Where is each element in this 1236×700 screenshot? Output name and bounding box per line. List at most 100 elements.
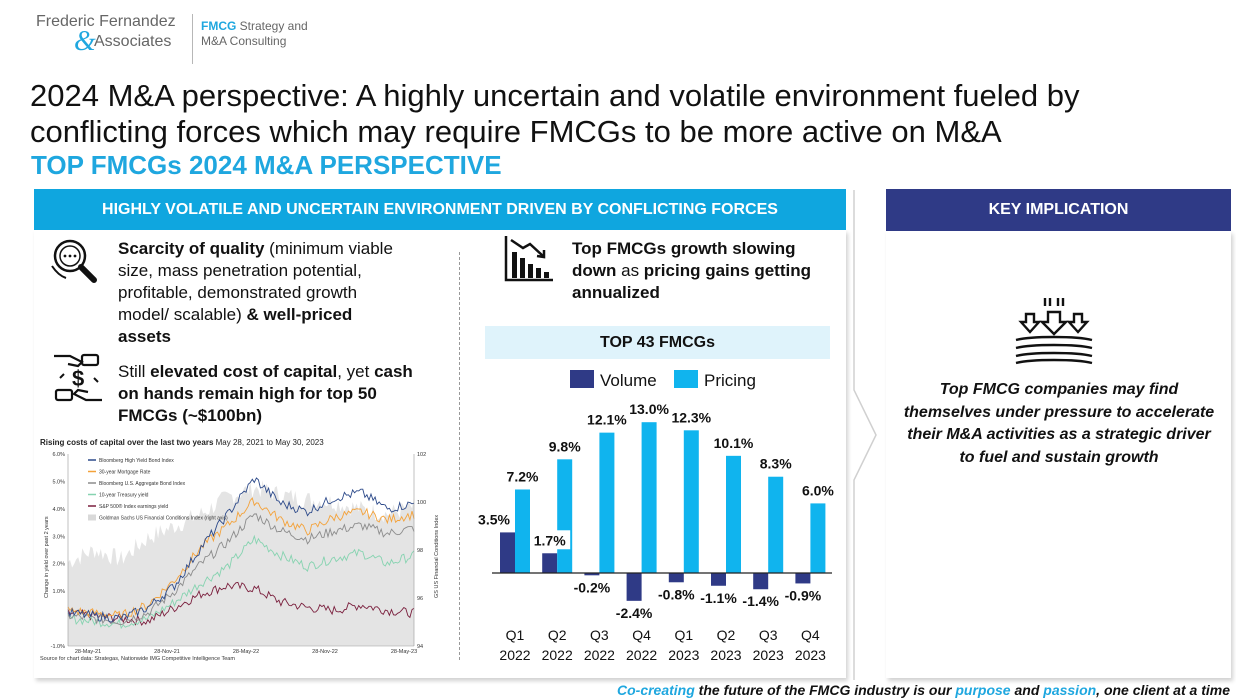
line-chart-title-bold: Rising costs of capital over the last tw… [40,438,214,447]
p2-mid: , yet [337,362,375,381]
tagline-rest: Strategy and [236,19,308,33]
pricing-value-label: 8.3% [760,456,792,472]
brand-logo: Frederic Fernandez Associates [36,12,176,52]
line-chart-left-ticks: 6.0% 5.0% 4.0% 3.0% 2.0% 1.0% -1.0% [51,452,65,650]
bar-chart-categories: Q1 2022 Q2 2022 Q3 2022 Q4 2022 Q1 2023 Q2 2023 Q3 20… [499,627,826,663]
panel-divider [459,252,460,660]
bar-pricing [810,503,826,573]
pricing-value-label: 12.3% [671,409,711,425]
brand-name-line2: Associates [94,33,172,50]
chevron-right-icon [850,190,880,685]
point-growth-slowing: Top FMCGs growth slowing down as pricing… [572,238,842,304]
line-chart-left-tick: 1.0% [52,589,65,595]
line-chart-left-tick: 6.0% [52,452,65,458]
bar-volume [795,573,811,584]
bar-chart-bars [500,422,826,601]
footer-d: and [1010,682,1044,698]
bar-chart-title: TOP 43 FMCGs [485,326,830,359]
page-subtitle: TOP FMCGs 2024 M&A PERSPECTIVE [31,150,502,180]
volume-value-label: -0.8% [658,586,695,602]
bar-volume [753,573,769,590]
pricing-value-label: 7.2% [507,468,539,484]
bar-volume [500,532,515,573]
fmcg-growth-bar-chart: Volume Pricing 7.2% 3.5% 9.8% 1.7% 12.1% -0.2%… [478,370,834,663]
bar-pricing [515,489,530,573]
category-label-year: 2022 [584,647,615,663]
svg-text:$: $ [72,366,84,391]
p2-pre: Still [118,362,151,381]
page-title: 2024 M&A perspective: A highly uncertain… [30,78,1080,149]
tagline-bold: FMCG [201,19,237,33]
bar-pricing [726,455,741,573]
legend-label-volume: Volume [600,371,657,390]
pricing-value-label: 6.0% [802,482,834,498]
label-backdrop [538,530,571,550]
line-legend-swatch [88,514,96,521]
bar-volume [584,573,600,576]
logo-divider [192,14,193,64]
line-chart-left-tick: 3.0% [52,534,65,540]
category-label-quarter: Q3 [759,627,778,643]
yield-line [67,513,415,626]
point-scarcity-of-quality: Scarcity of quality (minimum viable size… [118,238,398,348]
category-label-quarter: Q1 [674,627,693,643]
yield-line [67,534,415,630]
line-legend-label: S&P 500® Index earnings yield [99,503,168,510]
bar-chart-legend: Volume Pricing [570,370,756,390]
declining-chart-icon [503,234,555,289]
legend-swatch-pricing [674,370,698,388]
volume-value-label: 1.7% [534,532,566,548]
line-legend-label: Bloomberg High Yield Bond Index [99,458,174,464]
line-chart-title: Rising costs of capital over the last tw… [40,438,324,447]
volume-value-label: -1.4% [742,593,779,609]
volume-value-label: 3.5% [478,511,510,527]
bar-volume [542,553,558,573]
footer-c: purpose [955,682,1011,698]
volume-value-label: -0.9% [785,587,822,603]
p1-bold: Scarcity of quality [118,239,265,258]
line-chart-x-ticks: 28-May-21 28-Nov-21 28-May-22 28-Nov-22 28-M… [75,649,417,655]
yield-line [67,497,415,621]
cost-of-capital-line-chart: 6.0% 5.0% 4.0% 3.0% 2.0% 1.0% -1.0% 102 100 98 96… [44,452,440,655]
line-legend-label: 30-year Mortgage Rate [99,470,151,476]
category-label-year: 2022 [626,647,657,663]
line-chart-ylabel: Change in yield over past 2 years [44,516,50,598]
bar-pricing [641,422,657,573]
line-chart-legend: Bloomberg High Yield Bond Index 30-year M… [88,458,228,522]
category-label-year: 2023 [795,647,826,663]
line-chart-right-tick: 98 [417,548,423,554]
line-chart-left-tick: 2.0% [52,562,65,568]
yield-line [67,581,415,627]
line-chart-x-tick: 28-May-22 [233,649,259,655]
footer-e: passion [1043,682,1097,698]
line-chart-x-tick: 28-May-21 [75,649,101,655]
volume-value-label: -0.2% [574,579,611,595]
category-label-year: 2023 [753,647,784,663]
line-legend-label: Bloomberg U.S. Aggregate Bond Index [99,481,186,487]
volume-value-label: -2.4% [616,605,653,621]
brand-name-line1: Frederic Fernandez [36,13,176,30]
category-label-quarter: Q4 [632,627,651,643]
bar-pricing [557,459,573,573]
category-label-quarter: Q2 [717,627,736,643]
bar-volume [626,573,642,601]
pressure-icon [1012,296,1096,371]
footer-a: Co-creating [617,682,695,698]
legend-label-pricing: Pricing [704,371,756,390]
line-legend-label: 10-year Treasury yield [99,493,149,499]
p3-b: as [616,261,644,280]
pricing-value-label: 13.0% [629,401,669,417]
p3-c: pricing gains getting annualized [572,261,811,302]
pricing-value-label: 10.1% [714,435,754,451]
line-chart-left-tick: 4.0% [52,507,65,513]
category-label-year: 2023 [668,647,699,663]
p2-bold: elevated cost of capital [150,362,338,381]
line-chart-left-tick: 5.0% [52,479,65,485]
brand-ampersand: & [74,26,96,57]
category-label-quarter: Q2 [548,627,567,643]
line-chart-x-tick: 28-Nov-22 [312,649,338,655]
line-chart-left-tick: -1.0% [51,644,65,650]
money-hands-icon: $ [52,352,104,409]
p1-text: (minimum viable size, mass penetration p… [118,239,393,324]
right-panel-header: KEY IMPLICATION [886,189,1231,231]
